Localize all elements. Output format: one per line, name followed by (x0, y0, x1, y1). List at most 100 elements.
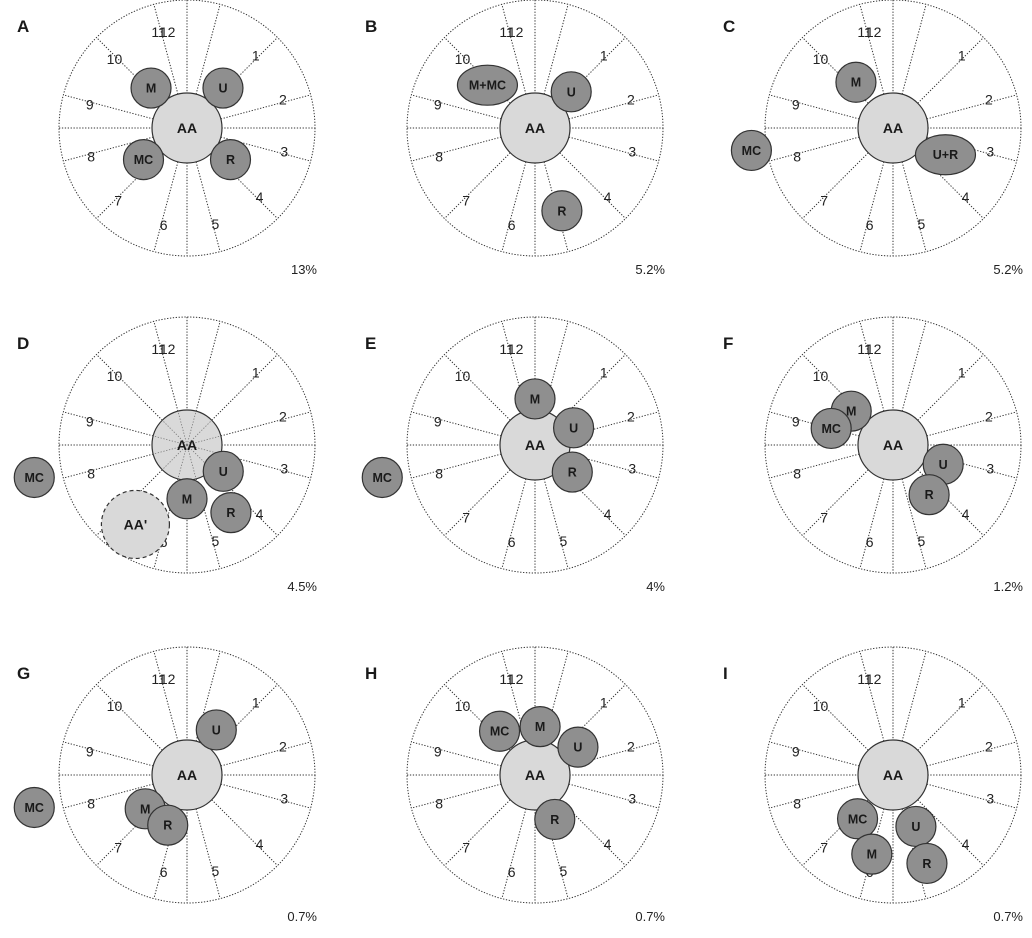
hour-label-8: 8 (87, 148, 95, 164)
hour-label-2: 2 (627, 739, 635, 755)
hour-label-7: 7 (462, 840, 470, 856)
aa-circle (857, 92, 929, 164)
aa-label: AA (525, 120, 545, 136)
panel-letter: D (17, 334, 29, 353)
node-r-label: R (925, 488, 934, 502)
wedge-line (917, 684, 984, 751)
hour-label-7: 7 (462, 510, 470, 526)
node-u-label: U (219, 465, 228, 479)
wedge-line (411, 136, 502, 162)
hour-label-5: 5 (918, 216, 926, 232)
node-u-label: U (569, 421, 578, 435)
hour-label-10: 10 (107, 368, 123, 384)
wedge-line (63, 411, 154, 437)
hour-label-9: 9 (434, 744, 442, 760)
node-u-plus-r-label: U+R (933, 148, 958, 162)
aa-circle (499, 92, 571, 164)
hour-label-3: 3 (986, 460, 994, 476)
node-r-circle (147, 804, 189, 846)
panel-letter: E (365, 334, 376, 353)
wedge-line (926, 94, 1017, 120)
node-r-circle (551, 451, 593, 493)
node-u-label: U (218, 82, 227, 96)
hour-label-1: 1 (252, 694, 260, 710)
hour-label-1: 1 (600, 364, 608, 380)
aa-circle (151, 92, 223, 164)
wedge-line (153, 161, 179, 252)
node-r-circle (209, 138, 252, 181)
node-mc-label: MC (490, 725, 509, 739)
node-mc-circle (478, 710, 521, 752)
panel-letter: G (17, 664, 30, 683)
node-r-label: R (557, 204, 566, 218)
hour-label-4: 4 (962, 189, 970, 205)
node-m-label: M (535, 720, 545, 734)
wedge-line (411, 741, 502, 767)
hour-label-1: 1 (600, 47, 608, 63)
hour-label-5: 5 (212, 533, 220, 549)
panel-letter: F (723, 334, 733, 353)
hour-label-7: 7 (114, 193, 122, 209)
node-u-label: U (911, 820, 920, 834)
node-u-label: U (567, 85, 576, 99)
wedge-line (568, 136, 659, 162)
node-r-circle (906, 842, 948, 885)
hour-label-6: 6 (508, 534, 516, 550)
node-r-circle (541, 190, 583, 232)
aa-spoke-line (177, 444, 188, 479)
node-r-label: R (550, 813, 559, 827)
aa-spoke-line (161, 444, 188, 471)
wedge-line (211, 799, 278, 866)
node-m-plus-mc-circle (456, 64, 519, 106)
hour-label-9: 9 (792, 414, 800, 430)
wedge-line (153, 4, 179, 95)
hour-label-6: 6 (160, 864, 168, 880)
aa-spoke-line (186, 419, 213, 446)
hour-label-10: 10 (455, 698, 471, 714)
aa-label: AA (177, 120, 197, 136)
hour-label-8: 8 (435, 795, 443, 811)
wedge-line (901, 4, 927, 95)
node-mc-circle (122, 138, 165, 181)
hour-label-1: 1 (600, 694, 608, 710)
hour-label-4: 4 (962, 836, 970, 852)
aa-spoke-line (161, 419, 188, 446)
node-mc-label: MC (848, 812, 867, 826)
hour-label-11: 11 (857, 341, 872, 357)
wedge-line (926, 783, 1017, 809)
aa-prime-circle (100, 489, 171, 560)
hour-label-1: 1 (958, 47, 966, 63)
node-r-label: R (226, 506, 235, 520)
wedge-line (859, 651, 885, 742)
panel-percent: 5.2% (993, 262, 1023, 277)
wedge-line (63, 783, 154, 809)
node-u-label: U (573, 741, 582, 755)
wedge-line (195, 321, 221, 412)
hour-label-7: 7 (462, 193, 470, 209)
hour-label-5: 5 (212, 863, 220, 879)
node-mc-circle (810, 407, 852, 450)
hour-label-9: 9 (434, 97, 442, 113)
wedge-line (568, 783, 659, 809)
wedge-line (220, 783, 311, 809)
hour-label-2: 2 (279, 409, 287, 425)
node-u-circle (202, 67, 244, 109)
hour-label-4: 4 (256, 836, 264, 852)
hour-label-10: 10 (455, 51, 471, 67)
aa-spoke-line (186, 444, 197, 479)
wedge-line (63, 453, 154, 479)
panel-percent: 0.7% (635, 909, 665, 924)
wedge-line (153, 651, 179, 742)
wedge-line (926, 411, 1017, 437)
wedge-line (96, 684, 163, 751)
hour-label-12: 12 (866, 24, 882, 40)
hour-label-9: 9 (792, 744, 800, 760)
wedge-line (444, 354, 511, 421)
node-u-circle (202, 450, 244, 492)
hour-label-2: 2 (627, 409, 635, 425)
